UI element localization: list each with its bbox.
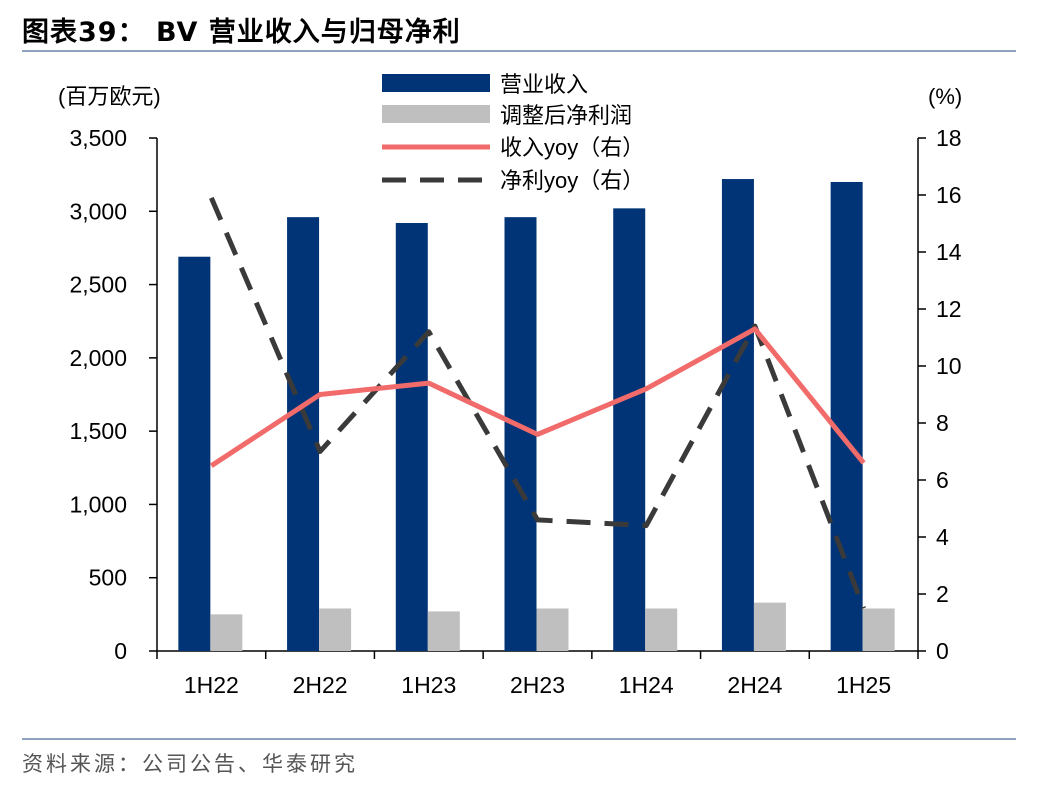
right-axis-tick-label: 16 [936,182,962,208]
line-series [209,196,866,610]
right-axis-tick-label: 18 [936,125,962,151]
x-axis-tick-label: 1H22 [184,672,239,698]
right-axis-tick-label: 8 [936,410,949,436]
right-axis: 0 2 4 6 8 10 12 14 16 18 [917,125,962,664]
net-profit-bar [645,608,678,651]
right-axis-tick-label: 12 [936,296,962,322]
x-axis-tick-label: 1H23 [401,672,456,698]
bar-series [178,179,895,652]
footer-divider [22,738,1016,740]
revenue-bar [830,181,863,651]
net-profit-bar [862,608,895,651]
revenue-bar [287,217,320,652]
net-profit-bar [319,608,352,651]
net-profit-bar [427,611,460,651]
net-profit-bar [753,602,786,651]
left-axis-tick-label: 1,500 [69,418,127,444]
left-axis-unit-label: (百万欧元) [58,84,161,109]
net-profit-bar [536,608,569,651]
left-axis-tick-label: 3,500 [69,125,127,151]
x-axis-tick-label: 2H23 [510,672,565,698]
left-axis-tick-label: 1,000 [69,491,127,517]
right-axis-tick-label: 6 [936,467,949,493]
legend-label: 收入yoy（右） [500,135,644,160]
x-axis: 1H22 2H22 1H23 2H23 1H24 2H24 1H25 [156,651,919,698]
legend-label: 营业收入 [500,72,588,97]
source-note: 资料来源：公司公告、华泰研究 [22,752,358,776]
left-axis-tick-label: 3,000 [69,198,127,224]
revenue-bar [395,223,428,652]
x-axis-tick-label: 2H22 [293,672,348,698]
left-axis-tick-label: 0 [114,638,127,664]
right-axis-tick-label: 10 [936,353,962,379]
right-axis-tick-label: 2 [936,581,949,607]
x-axis-tick-label: 2H24 [727,672,782,698]
x-axis-tick-label: 1H25 [836,672,891,698]
left-axis-tick-label: 2,500 [69,272,127,298]
legend-label: 净利yoy（右） [500,168,644,193]
revenue-yoy-line [209,326,866,468]
left-axis-tick-label: 2,000 [69,345,127,371]
left-axis: 0 500 1,000 1,500 2,000 2,500 3,000 3,500 [69,125,918,664]
right-axis-unit-label: (%) [928,84,962,109]
right-axis-tick-label: 4 [936,524,949,550]
net-profit-bar [210,614,243,651]
title-divider [22,50,1016,52]
revenue-bar [613,208,646,651]
x-axis-tick-label: 1H24 [619,672,674,698]
legend-swatch-net-profit [382,105,490,123]
revenue-bar [721,179,754,652]
right-axis-tick-label: 0 [936,638,949,664]
chart-title: 图表39： BV 营业收入与归母净利 [22,17,461,48]
legend-label: 调整后净利润 [500,103,632,128]
right-axis-tick-label: 14 [936,239,962,265]
revenue-bar [178,256,211,651]
legend-swatch-revenue [382,74,490,92]
left-axis-tick-label: 500 [89,565,127,591]
net-profit-yoy-line [209,196,866,610]
